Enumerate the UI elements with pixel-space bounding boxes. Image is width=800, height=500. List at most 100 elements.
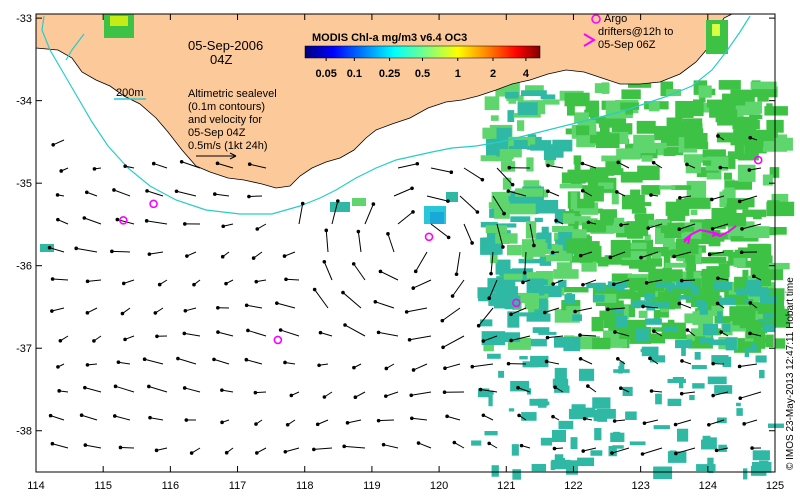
- velocity-arrow: [679, 303, 692, 309]
- argo-float-marker: [149, 199, 158, 209]
- velocity-arrow: [744, 419, 758, 425]
- argo-legend-line-1: Argo: [604, 13, 627, 25]
- velocity-arrow: [81, 414, 98, 421]
- velocity-note: Altimetric sealevel (0.1m contours) and …: [188, 88, 277, 160]
- chl-patch: [569, 216, 591, 222]
- velocity-arrow: [544, 307, 560, 314]
- chl-patch: [759, 369, 765, 379]
- chl-patch: [714, 385, 733, 394]
- chl-patch: [621, 89, 641, 100]
- chl-patch: [552, 225, 574, 233]
- chl-patch: [701, 102, 714, 113]
- chl-patch: [604, 214, 613, 226]
- velocity-arrow-head: [552, 446, 557, 451]
- velocity-arrow: [52, 139, 65, 146]
- velocity-arrow-head: [679, 391, 684, 396]
- velocity-arrow-head: [244, 303, 249, 308]
- chl-patch: [722, 323, 731, 333]
- velocity-arrow: [426, 195, 449, 202]
- velocity-arrow-head: [48, 413, 53, 418]
- velocity-arrow: [246, 304, 263, 309]
- chl-patch: [752, 86, 778, 98]
- velocity-arrow: [246, 359, 263, 365]
- lat-tick-label: -35: [16, 178, 32, 190]
- velocity-scale-arrowhead: [229, 152, 237, 160]
- chl-patch: [676, 125, 697, 133]
- chl-patch: [637, 165, 660, 181]
- velocity-arrow-head: [120, 311, 125, 316]
- chl-patch: [655, 282, 676, 288]
- velocity-arrow-head: [578, 356, 583, 361]
- chl-patch: [692, 383, 705, 389]
- velocity-arrow-head: [738, 396, 743, 401]
- chl-patch: [728, 252, 748, 262]
- velocity-arrow-head: [519, 443, 524, 448]
- velocity-arrow-head: [445, 414, 449, 419]
- velocity-arrow: [741, 223, 762, 230]
- velocity-arrow-head: [336, 199, 340, 203]
- chl-patch: [526, 272, 540, 284]
- chl-patch: [488, 394, 493, 407]
- velocity-arrow: [115, 385, 135, 393]
- chl-patch: [519, 312, 537, 317]
- argo-legend: Argo drifters@12h to 05-Sep 06Z: [583, 13, 673, 51]
- velocity-arrow: [217, 331, 234, 337]
- chl-patch: [675, 339, 692, 349]
- argo-float-marker: [273, 335, 283, 345]
- velocity-arrow-head: [544, 359, 549, 364]
- velocity-arrow-head: [407, 337, 412, 342]
- velocity-arrow-head: [502, 211, 506, 216]
- chl-patch: [623, 108, 634, 115]
- velocity-arrow: [709, 251, 725, 255]
- chl-patch: [632, 145, 656, 154]
- velocity-arrow-head: [148, 415, 152, 420]
- velocity-arrow: [247, 329, 267, 337]
- chl-patch: [667, 211, 686, 222]
- chl-patch: [767, 200, 780, 217]
- chl-patch: [716, 132, 742, 143]
- velocity-arrow: [472, 363, 494, 368]
- velocity-arrow: [344, 324, 366, 337]
- velocity-arrow: [483, 335, 498, 342]
- velocity-arrow-head: [740, 227, 744, 231]
- chl-patch: [489, 292, 509, 303]
- chl-patch: [500, 161, 516, 172]
- chl-patch: [515, 188, 543, 197]
- velocity-arrow: [580, 251, 593, 257]
- chl-patch: [503, 273, 523, 280]
- chl-patch: [746, 280, 762, 292]
- chl-patch: [742, 209, 767, 217]
- velocity-arrow-head: [554, 218, 558, 223]
- velocity-arrow-head: [82, 216, 87, 220]
- velocity-arrow: [111, 250, 131, 253]
- velocity-arrow-head: [92, 339, 96, 343]
- chl-patch: [566, 462, 579, 475]
- velocity-arrow-head: [707, 422, 711, 427]
- velocity-arrow-head: [413, 269, 418, 274]
- velocity-arrow-head: [189, 451, 194, 455]
- chl-patch: [574, 155, 581, 171]
- date-label: 05-Sep-2006: [188, 38, 263, 53]
- velocity-arrow-head: [673, 422, 678, 427]
- velocity-arrow: [547, 165, 564, 169]
- lon-tick-label: 123: [631, 480, 649, 492]
- velocity-arrow-head: [616, 357, 620, 361]
- velocity-arrow-head: [373, 299, 378, 304]
- chl-patch: [608, 446, 617, 457]
- velocity-arrow-head: [376, 330, 381, 335]
- velocity-arrow-head: [606, 307, 610, 312]
- chl-patch: [749, 114, 763, 120]
- velocity-arrow: [285, 278, 300, 281]
- velocity-arrow-head: [586, 384, 590, 388]
- chl-patch: [619, 361, 625, 370]
- velocity-arrow-head: [716, 276, 720, 281]
- chl-patch: [482, 127, 497, 139]
- chl-patch: [691, 365, 707, 370]
- chl-patch: [743, 226, 770, 239]
- velocity-arrow-head: [356, 229, 361, 234]
- velocity-arrow: [454, 442, 465, 449]
- colorbar-tick-label: 0.5: [415, 68, 430, 80]
- chl-patch: [491, 191, 511, 196]
- argo-drifter-track: [683, 225, 737, 245]
- velocity-arrow: [177, 358, 197, 365]
